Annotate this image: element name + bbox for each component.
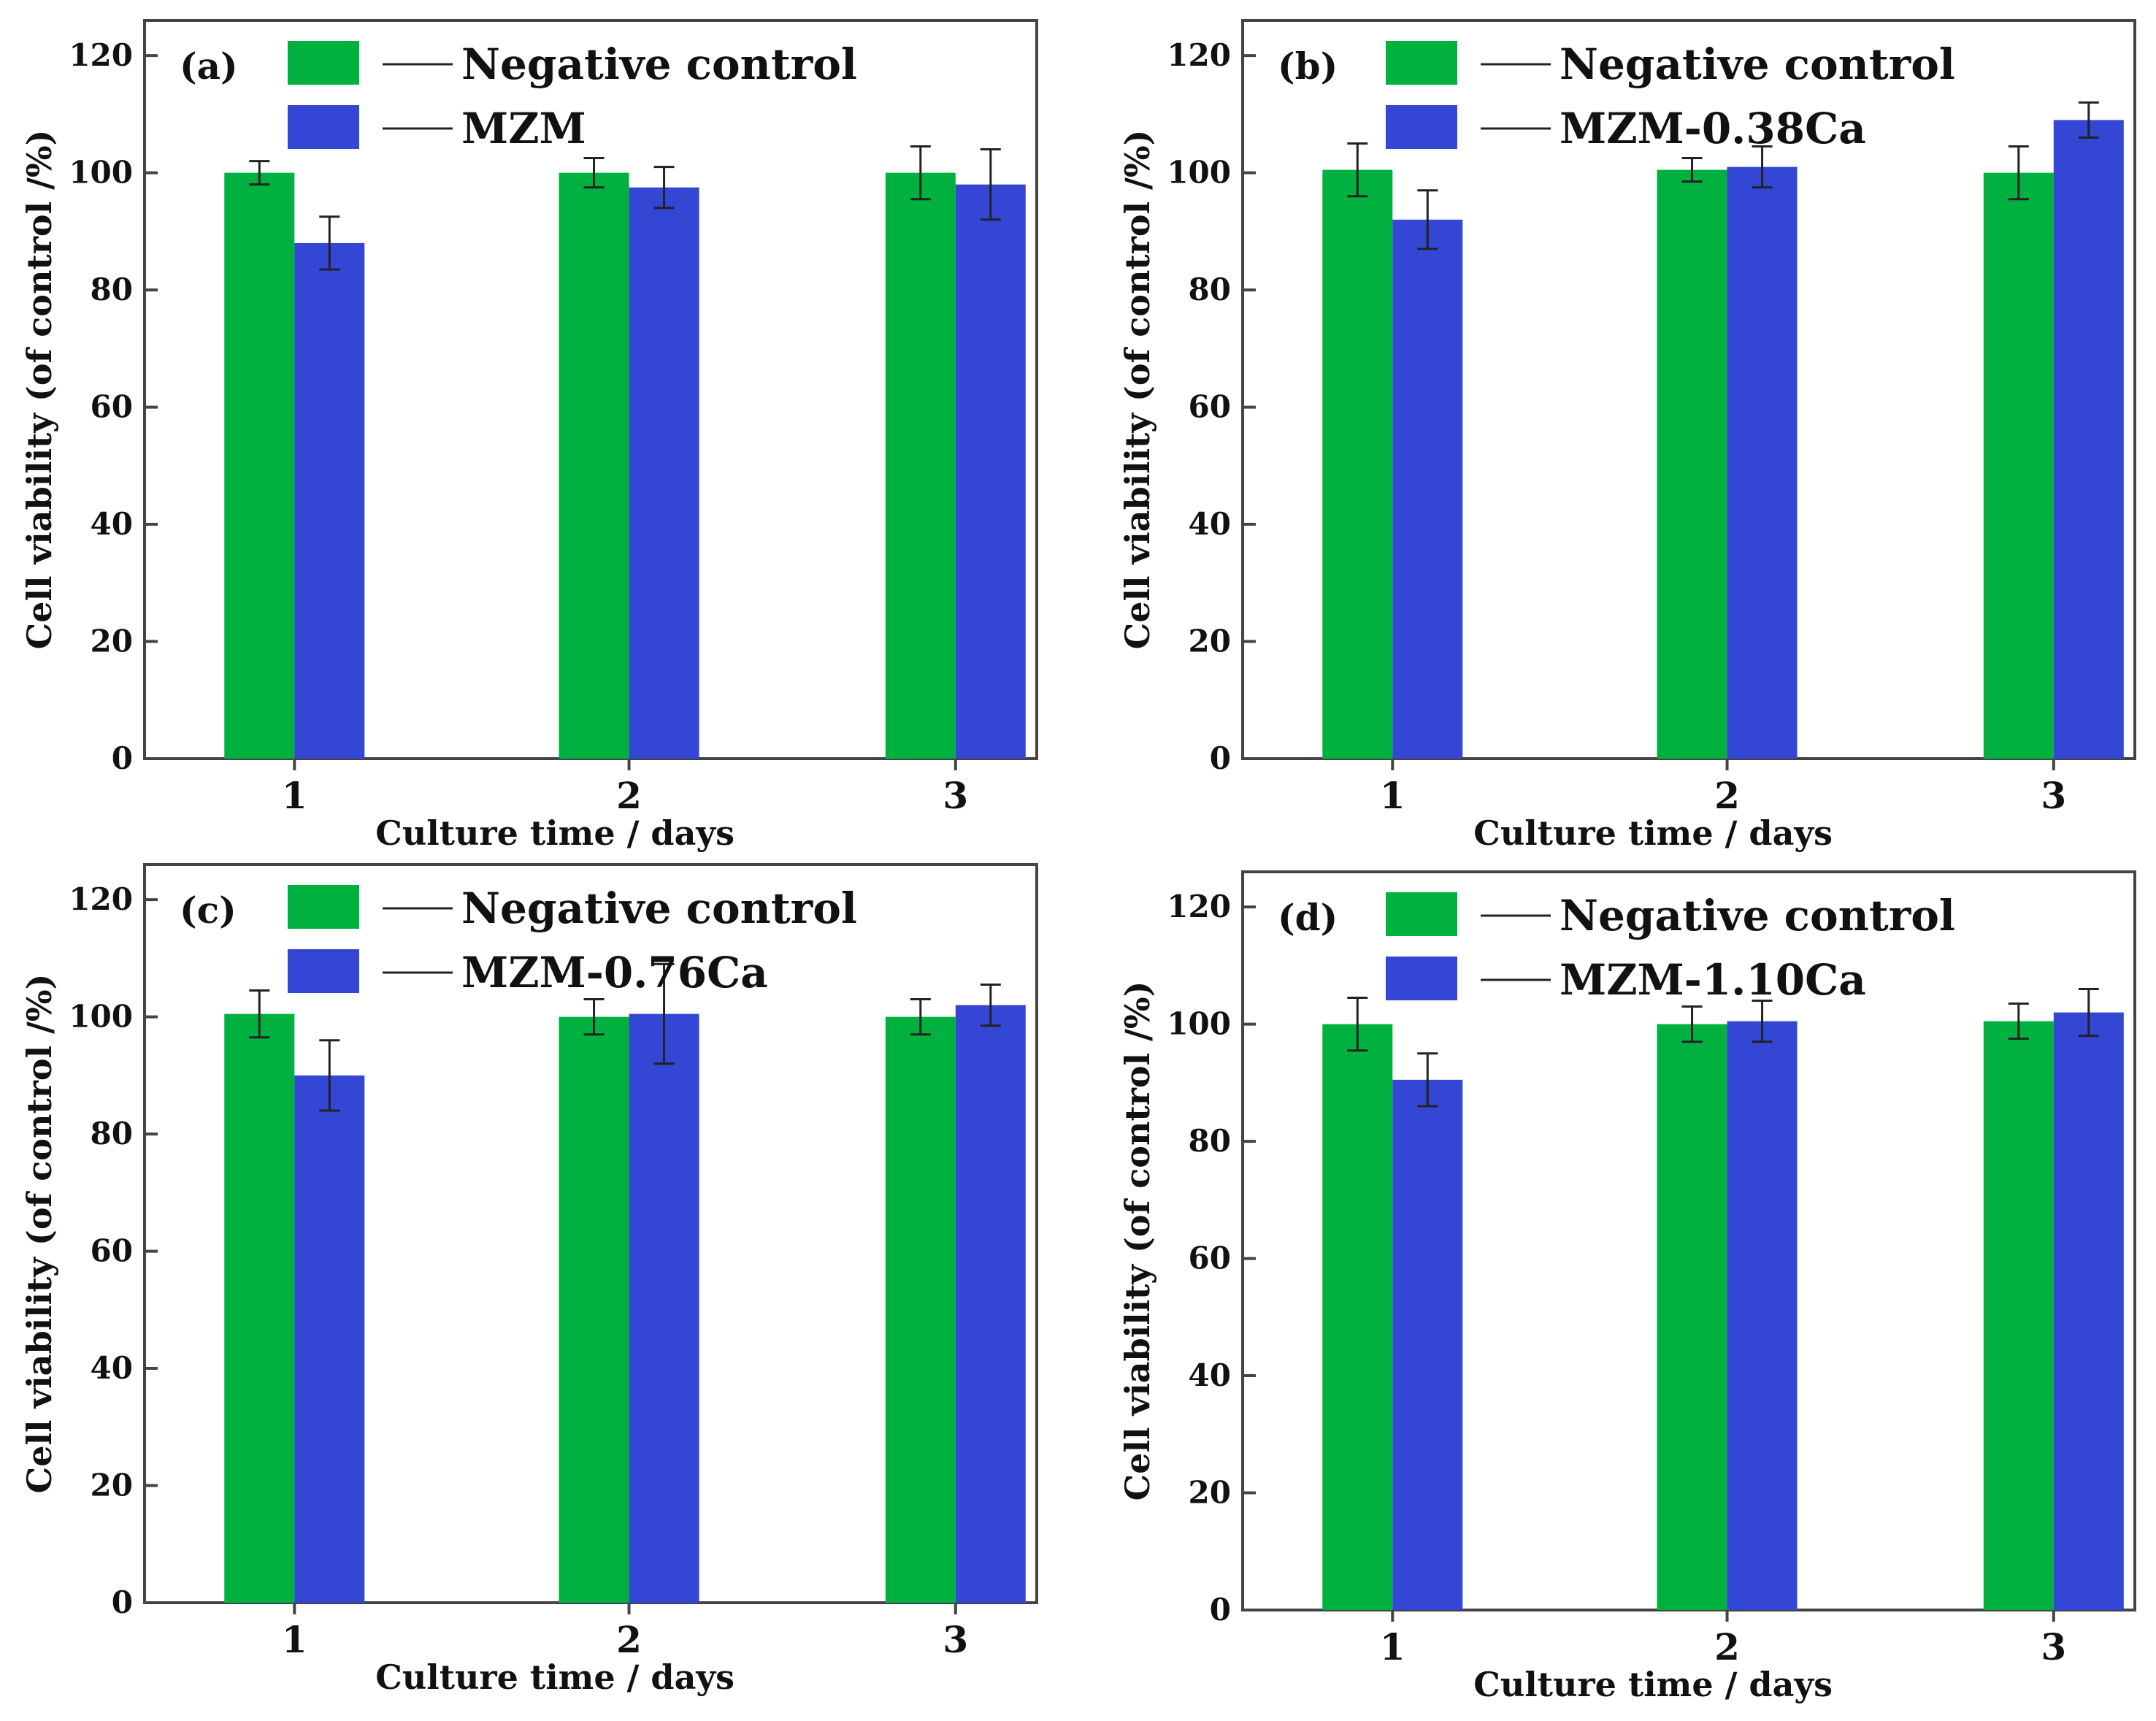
y-tick-label: 60 [91,1233,133,1269]
y-tick-label: 0 [1210,1592,1231,1628]
y-tick-label: 40 [1189,506,1231,542]
legend-label: Negative control [461,884,857,933]
y-tick-label: 20 [1189,624,1231,659]
bar [955,1005,1026,1603]
x-tick-label: 3 [943,774,968,817]
x-tick-label: 3 [943,1618,968,1661]
x-axis-title: Culture time / days [1473,813,1833,853]
x-axis-title: Culture time / days [375,813,734,853]
y-tick-label: 100 [69,155,133,191]
legend-label: MZM-1.10Ca [1560,955,1866,1005]
bar [629,187,699,759]
legend-swatch [288,105,359,149]
y-tick-label: 120 [1167,889,1231,924]
bar [294,242,365,759]
legend-swatch [1386,957,1457,1000]
y-tick-label: 40 [1189,1357,1231,1393]
legend-label: MZM [461,104,586,153]
bar [224,172,295,759]
legend-swatch [288,949,359,993]
bar [885,172,956,759]
y-axis-title: Cell viability (of control /%) [20,130,59,650]
bar [2053,120,2124,759]
y-tick-label: 120 [1167,37,1231,73]
y-tick-label: 120 [69,881,133,917]
bar [2053,1012,2124,1610]
x-tick-label: 3 [2041,774,2066,817]
bar [1983,1021,2054,1610]
bar [1392,219,1463,759]
chart-panel-d: 0 20 40 60 80 100 120 1 2 3 Culture time / days Cel… [1118,870,2136,1704]
x-tick-label: 2 [1714,1625,1740,1668]
panel-label: (b) [1278,45,1338,88]
panel-label: (d) [1278,896,1338,939]
y-tick-label: 60 [1189,1241,1231,1276]
x-tick-label: 1 [282,774,307,817]
legend-label: MZM-0.38Ca [1560,104,1866,153]
bar [629,1013,699,1603]
y-tick-label: 40 [91,1350,133,1386]
panel-label: (a) [180,45,238,88]
bar [1657,1024,1727,1610]
bar [1657,169,1727,759]
bar [1392,1079,1463,1610]
x-axis-title: Culture time / days [375,1657,734,1697]
chart-panel-a: 0 20 40 60 80 100 120 1 2 3 Culture time / days Cel… [20,19,1038,853]
y-tick-label: 0 [1210,740,1231,776]
y-tick-label: 40 [91,506,133,542]
x-tick-label: 2 [1714,774,1740,817]
chart-panel-b: 0 20 40 60 80 100 120 1 2 3 Culture time / days Cel… [1118,19,2136,853]
x-axis-title: Culture time / days [1473,1665,1833,1704]
y-axis-title: Cell viability (of control /%) [1118,981,1157,1501]
y-tick-label: 80 [91,272,133,307]
legend-swatch [288,41,359,85]
panel-label: (c) [180,889,237,932]
y-tick-label: 20 [91,624,133,659]
bar [1322,1024,1393,1610]
legend-swatch [288,885,359,929]
x-tick-label: 1 [282,1618,307,1661]
y-axis-title: Cell viability (of control /%) [20,974,59,1494]
legend-swatch [1386,105,1457,149]
legend-label: Negative control [1560,39,1955,89]
chart-panel-c: 0 20 40 60 80 100 120 1 2 3 Culture time / days Cel… [20,863,1038,1697]
y-tick-label: 60 [91,389,133,425]
y-tick-label: 60 [1189,389,1231,425]
legend-label: Negative control [1560,891,1955,940]
y-tick-label: 20 [1189,1475,1231,1511]
y-tick-label: 100 [1167,155,1231,191]
bar [955,184,1026,759]
bar [1727,1021,1798,1610]
bar [559,172,629,759]
y-tick-label: 80 [91,1116,133,1151]
y-tick-label: 100 [1167,1006,1231,1042]
y-tick-label: 80 [1189,1123,1231,1159]
y-tick-label: 20 [91,1468,133,1503]
legend-swatch [1386,892,1457,936]
x-tick-label: 3 [2041,1625,2066,1668]
bar [559,1016,629,1603]
bar [294,1075,365,1603]
y-axis-title: Cell viability (of control /%) [1118,130,1157,650]
bar [1727,166,1798,759]
x-tick-label: 1 [1380,1625,1405,1668]
bar [224,1013,295,1603]
bar [1983,172,2054,759]
x-tick-label: 2 [616,774,642,817]
bar [1322,169,1393,759]
y-tick-label: 0 [112,1584,133,1620]
y-tick-label: 100 [69,999,133,1035]
legend-swatch [1386,41,1457,85]
x-tick-label: 2 [616,1618,642,1661]
legend-label: Negative control [461,39,857,89]
y-tick-label: 120 [69,37,133,73]
y-tick-label: 80 [1189,272,1231,307]
y-tick-label: 0 [112,740,133,776]
bar [885,1016,956,1603]
x-tick-label: 1 [1380,774,1405,817]
legend-label: MZM-0.76Ca [461,948,768,997]
